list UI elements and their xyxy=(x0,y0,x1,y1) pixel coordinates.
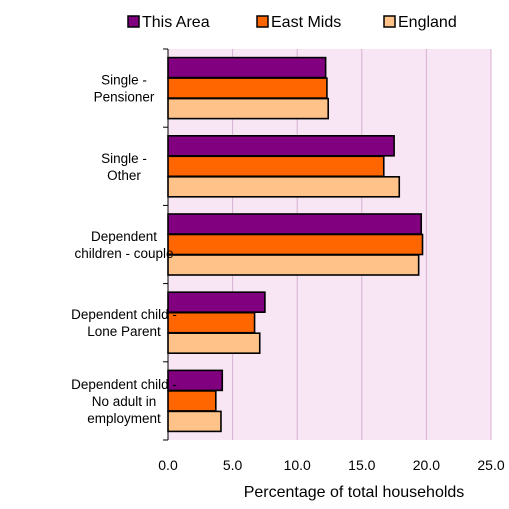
category-label: Dependent child -Lone Parent xyxy=(71,307,177,339)
bar-east-mids xyxy=(167,233,424,256)
bar-this-area xyxy=(167,213,423,235)
category-label: Dependent child -No adult in employment xyxy=(71,377,177,426)
bar-england xyxy=(167,254,420,276)
x-tick-label: 0.0 xyxy=(158,457,178,473)
bar-this-area xyxy=(167,135,395,157)
category-label: Single -Other xyxy=(101,151,147,183)
x-axis-title: Percentage of total households xyxy=(244,484,465,501)
category-label: Dependent children - couple xyxy=(74,229,173,261)
x-tick-label: 20.0 xyxy=(413,457,440,473)
category-label: Single -Pensioner xyxy=(94,73,155,105)
bar-england xyxy=(167,410,222,433)
bar-east-mids xyxy=(167,311,256,334)
bar-east-mids xyxy=(167,155,385,178)
bar-east-mids xyxy=(167,390,217,412)
legend-swatch xyxy=(127,15,140,28)
legend-label: England xyxy=(398,14,457,31)
bar-east-mids xyxy=(167,77,328,99)
x-tick-label: 5.0 xyxy=(223,457,243,473)
bar-england xyxy=(167,332,261,355)
bar-this-area xyxy=(167,56,327,79)
x-tick-label: 15.0 xyxy=(348,457,375,473)
bar-england xyxy=(167,97,330,120)
legend-swatch xyxy=(383,15,396,28)
legend-swatch xyxy=(256,15,269,28)
x-tick-label: 10.0 xyxy=(284,457,311,473)
x-tick-label: 25.0 xyxy=(477,457,504,473)
legend-label: This Area xyxy=(142,14,210,31)
bar-england xyxy=(167,176,401,198)
bar-this-area xyxy=(167,291,266,314)
legend-label: East Mids xyxy=(271,14,341,31)
